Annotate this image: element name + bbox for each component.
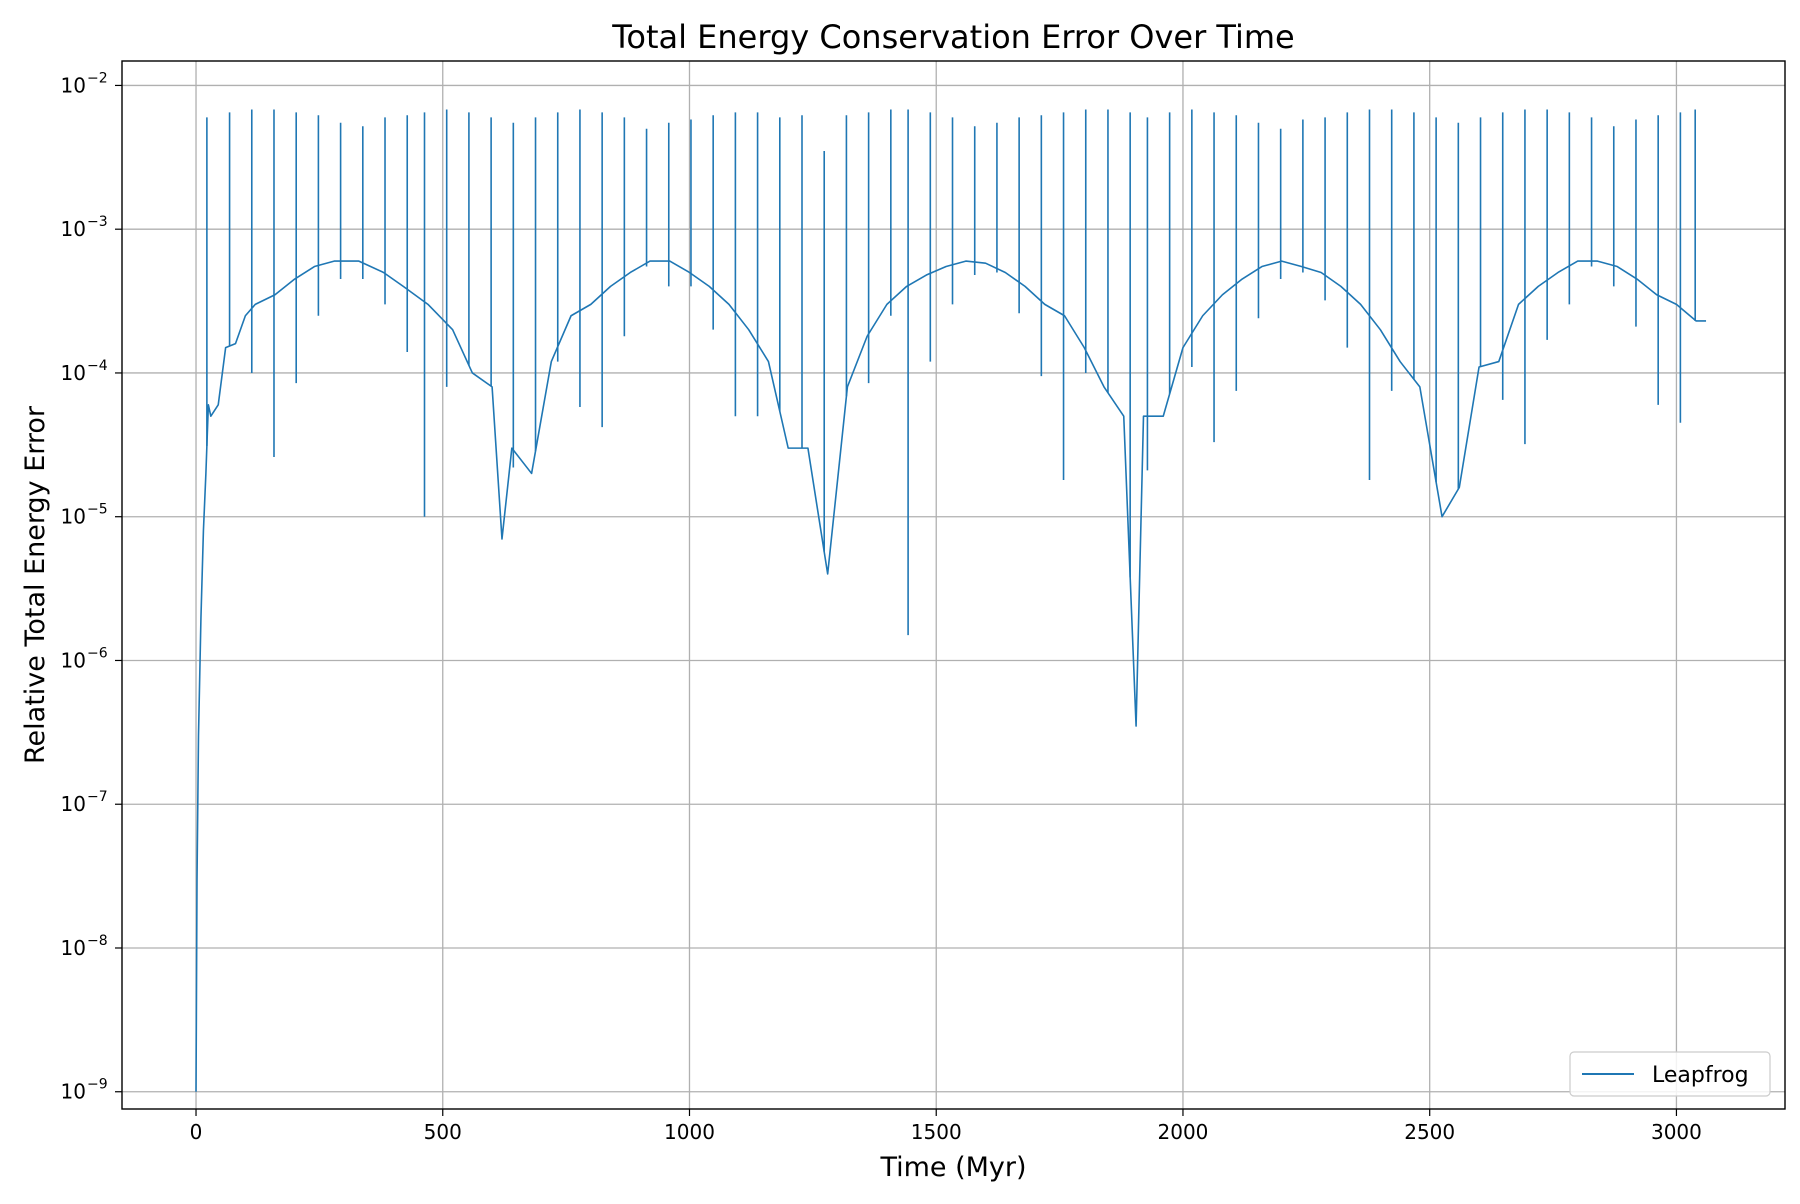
y-tick-label: 10 [61, 936, 86, 960]
y-tick-exponent: −4 [87, 358, 108, 374]
y-tick-label: 10 [61, 792, 86, 816]
x-tick-label: 2000 [1158, 1120, 1209, 1144]
x-axis-label: Time (Myr) [879, 1152, 1026, 1183]
y-tick-exponent: −7 [87, 789, 108, 805]
x-tick-label: 1000 [664, 1120, 715, 1144]
y-tick-label: 10 [61, 648, 86, 672]
y-tick-exponent: −5 [87, 502, 108, 518]
y-axis-label: Relative Total Energy Error [20, 405, 51, 764]
legend-label-leapfrog: Leapfrog [1652, 1063, 1749, 1088]
y-tick-exponent: −3 [87, 214, 108, 230]
x-tick-label: 1500 [911, 1120, 962, 1144]
y-tick-label: 10 [61, 505, 86, 529]
x-tick-label: 500 [424, 1120, 462, 1144]
y-tick-label: 10 [61, 73, 86, 97]
chart-title: Total Energy Conservation Error Over Tim… [611, 18, 1294, 56]
y-tick-exponent: −2 [87, 70, 108, 86]
y-tick-label: 10 [61, 361, 86, 385]
y-tick-label: 10 [61, 217, 86, 241]
y-tick-exponent: −8 [87, 933, 108, 949]
series-leapfrog-line [195, 260, 1707, 1092]
x-tick-label: 3000 [1651, 1120, 1702, 1144]
y-tick-label: 10 [61, 1080, 86, 1104]
plot-frame [121, 60, 1786, 1110]
x-tick-label: 2500 [1404, 1120, 1455, 1144]
y-tick-exponent: −9 [87, 1077, 108, 1093]
y-tick-exponent: −6 [87, 645, 108, 661]
legend: Leapfrog [1569, 1051, 1771, 1097]
legend-box [1569, 1051, 1771, 1097]
x-tick-label: 0 [190, 1120, 203, 1144]
